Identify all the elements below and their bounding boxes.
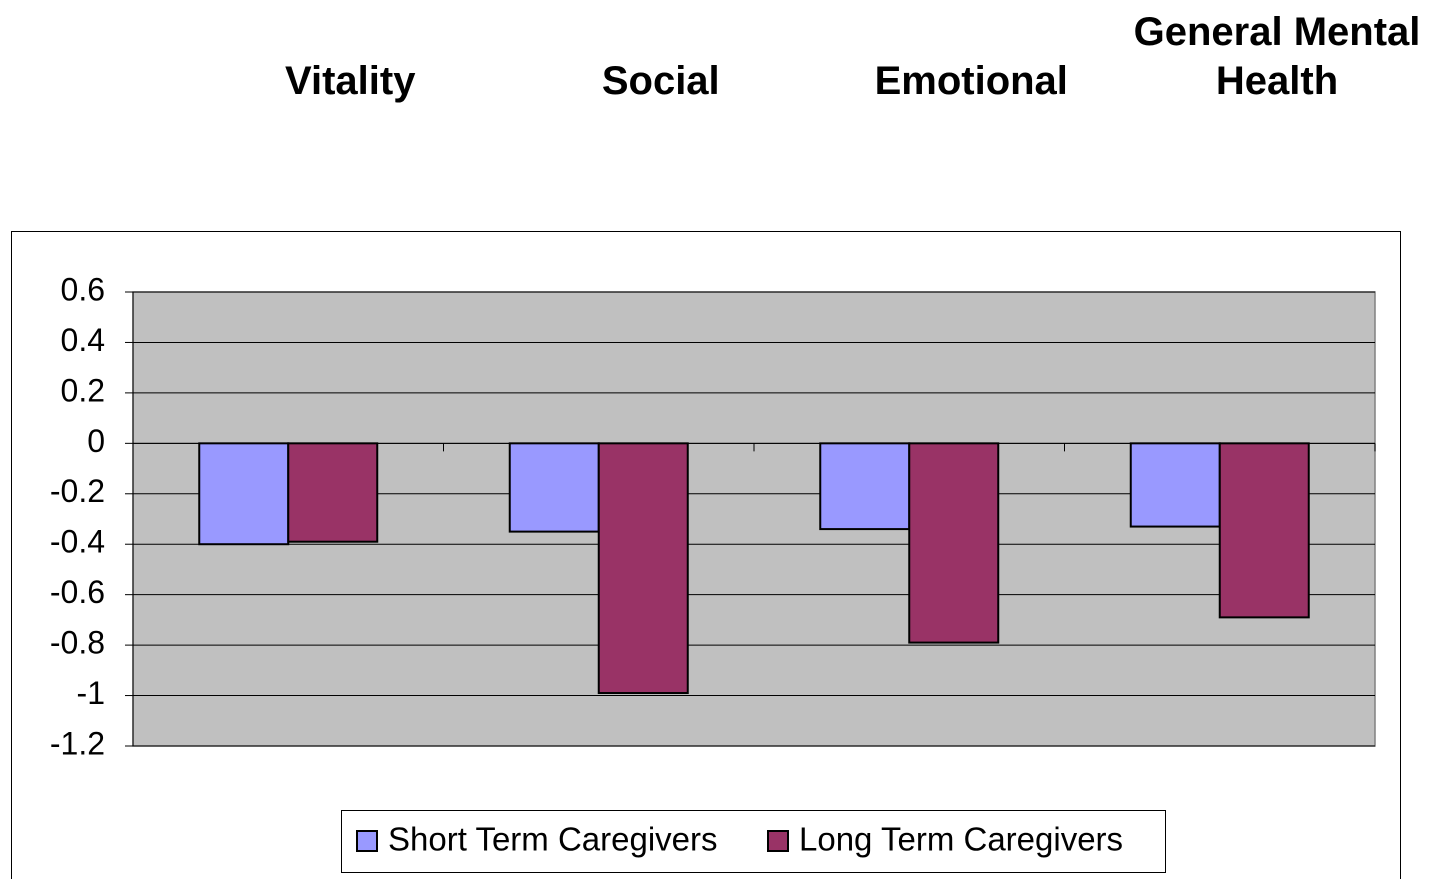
y-tick-label: 0 <box>87 423 105 459</box>
category-label: Emotional <box>874 59 1068 103</box>
legend-box <box>341 810 1166 873</box>
legend-label: Short Term Caregivers <box>388 821 718 858</box>
bar <box>908 442 1000 644</box>
bar <box>1129 442 1221 528</box>
y-tick-label: 0.6 <box>61 271 105 307</box>
bar <box>287 442 379 543</box>
y-tick-label: -0.4 <box>50 524 105 560</box>
bar <box>819 442 911 531</box>
legend-swatch <box>356 830 378 852</box>
bar <box>597 442 689 695</box>
category-label: Social <box>601 59 720 103</box>
y-tick-label: -0.6 <box>50 574 105 610</box>
legend-swatch <box>767 830 789 852</box>
category-label: Vitality <box>285 59 416 103</box>
y-tick-label: -1.2 <box>50 725 105 761</box>
y-tick-label: -1 <box>77 675 105 711</box>
category-label: General Mental Health <box>1133 10 1421 103</box>
y-tick-label: 0.4 <box>61 322 105 358</box>
bar <box>1218 442 1310 619</box>
y-tick-label: -0.8 <box>50 625 105 661</box>
bar <box>198 442 290 546</box>
legend-label: Long Term Caregivers <box>799 821 1123 858</box>
y-tick-label: 0.2 <box>61 372 105 408</box>
bar <box>508 442 600 533</box>
y-tick-label: -0.2 <box>50 473 105 509</box>
